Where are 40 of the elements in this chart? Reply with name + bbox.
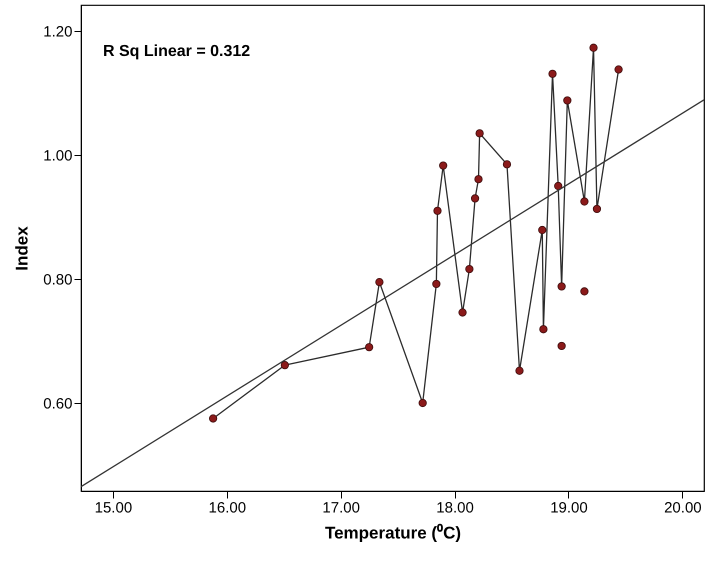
x-tick-label: 15.00 bbox=[94, 500, 132, 516]
x-tick-label: 16.00 bbox=[208, 500, 246, 516]
point bbox=[280, 361, 289, 370]
point bbox=[614, 65, 623, 74]
point bbox=[563, 96, 572, 105]
point bbox=[470, 194, 480, 203]
x-axis-title: Temperature (⁰C) bbox=[324, 524, 462, 542]
point bbox=[476, 129, 484, 138]
point bbox=[474, 175, 483, 184]
point bbox=[558, 282, 566, 291]
y-tick-label: 0.80 bbox=[43, 271, 72, 288]
y-tick-label: 1.00 bbox=[43, 148, 72, 165]
point bbox=[548, 70, 557, 78]
point bbox=[538, 226, 546, 234]
point bbox=[539, 325, 548, 334]
y-axis-title: Index bbox=[12, 226, 32, 271]
point bbox=[375, 278, 384, 286]
point bbox=[558, 342, 566, 350]
point bbox=[365, 343, 374, 352]
y-tick-label: 0.60 bbox=[43, 395, 72, 412]
x-tick-label: 20.00 bbox=[664, 500, 702, 516]
point bbox=[589, 44, 598, 52]
point bbox=[418, 398, 427, 408]
point bbox=[209, 414, 218, 423]
point bbox=[580, 197, 589, 206]
x-tick-label: 19.00 bbox=[550, 500, 588, 516]
x-tick-label: 18.00 bbox=[436, 500, 474, 516]
point bbox=[580, 287, 589, 296]
point bbox=[432, 280, 440, 288]
y-tick-label: 1.20 bbox=[43, 24, 72, 41]
point bbox=[465, 264, 474, 274]
x-tick-label: 17.00 bbox=[322, 500, 360, 516]
point bbox=[592, 204, 602, 214]
point bbox=[458, 308, 467, 317]
point bbox=[554, 182, 562, 190]
point bbox=[439, 161, 448, 170]
point bbox=[502, 160, 512, 168]
point bbox=[515, 366, 524, 375]
point bbox=[433, 206, 442, 215]
annotation: R Sq Linear = 0.312 bbox=[103, 43, 250, 60]
